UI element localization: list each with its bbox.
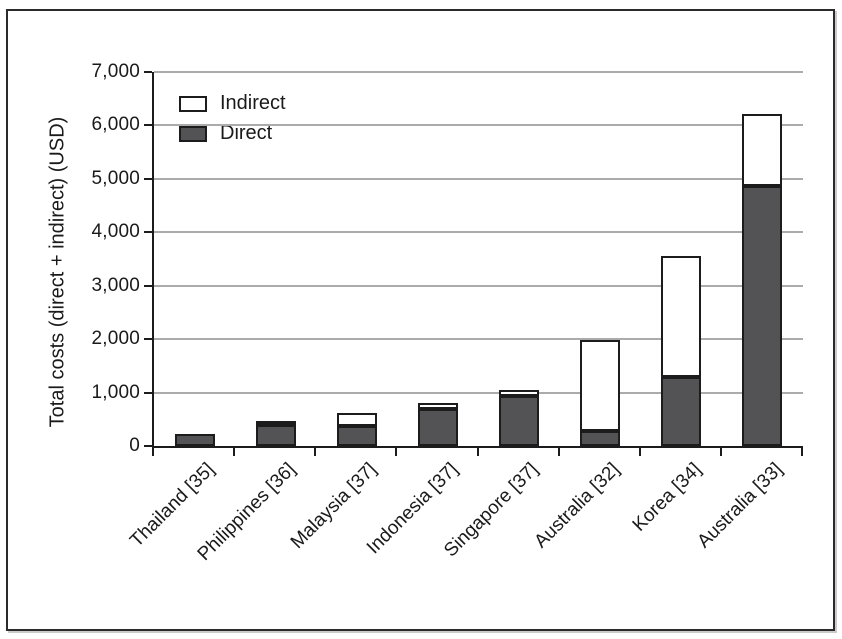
bar-indirect-segment: [580, 340, 621, 432]
legend-label: Direct: [220, 122, 273, 144]
legend-item-direct: Direct: [179, 122, 286, 145]
y-tick-7000: [144, 71, 152, 73]
bar-indirect-segment: [255, 420, 296, 425]
legend-item-indirect: Indirect: [179, 92, 286, 115]
y-tick-2000: [144, 338, 152, 341]
legend-swatch-direct-icon: [179, 125, 207, 142]
gridline-1000: [154, 391, 803, 394]
y-tick-label-5000: 5,000: [91, 167, 140, 189]
x-tick-6: [638, 448, 641, 456]
bar-indirect-segment: [742, 114, 783, 186]
bar-direct-segment: [174, 434, 215, 446]
y-tick-label-7000: 7,000: [91, 61, 140, 82]
x-tick-4: [476, 448, 479, 456]
x-tick-7: [719, 448, 722, 456]
gridline-2000: [154, 338, 803, 341]
x-tick-5: [557, 448, 560, 456]
gridline-7000: [154, 71, 803, 73]
gridline-3000: [154, 284, 803, 287]
bar-direct-segment: [499, 395, 540, 446]
gridline-4000: [154, 231, 803, 234]
bar-direct-segment: [336, 426, 377, 446]
legend-label: Indirect: [220, 92, 286, 114]
gridline-6000: [154, 124, 803, 127]
y-tick-label-4000: 4,000: [91, 221, 140, 243]
bar-direct-segment: [255, 424, 296, 446]
gridline-5000: [154, 177, 803, 180]
x-tick-0: [152, 448, 154, 456]
bar-direct-segment: [661, 376, 702, 446]
x-tick-3: [395, 448, 398, 456]
bar-indirect-segment: [661, 256, 702, 377]
y-axis-line: [152, 72, 154, 448]
legend: Indirect Direct: [179, 92, 286, 145]
y-tick-6000: [144, 124, 152, 127]
x-category-label: Korea [34]: [628, 459, 706, 536]
y-tick-label-0: 0: [129, 435, 140, 456]
legend-swatch-indirect-icon: [179, 95, 207, 112]
y-tick-5000: [144, 177, 152, 180]
y-tick-1000: [144, 391, 152, 394]
bar-direct-segment: [580, 431, 621, 446]
x-tick-8: [801, 448, 803, 456]
y-tick-label-3000: 3,000: [91, 274, 140, 296]
y-tick-0: [144, 445, 152, 447]
y-tick-3000: [144, 284, 152, 287]
bar-indirect-segment: [499, 389, 540, 396]
bar-indirect-segment: [417, 403, 458, 409]
y-tick-4000: [144, 231, 152, 234]
y-tick-label-1000: 1,000: [91, 381, 140, 403]
bar-indirect-segment: [336, 413, 377, 427]
y-tick-label-6000: 6,000: [91, 114, 140, 136]
x-category-label: Australia [33]: [693, 459, 787, 553]
bar-direct-segment: [742, 185, 783, 446]
x-tick-2: [314, 448, 317, 456]
x-axis-line: [152, 446, 803, 448]
bar-direct-segment: [417, 408, 458, 446]
x-category-label: Australia [32]: [530, 459, 625, 553]
x-tick-1: [233, 448, 236, 456]
y-tick-label-2000: 2,000: [91, 328, 140, 350]
